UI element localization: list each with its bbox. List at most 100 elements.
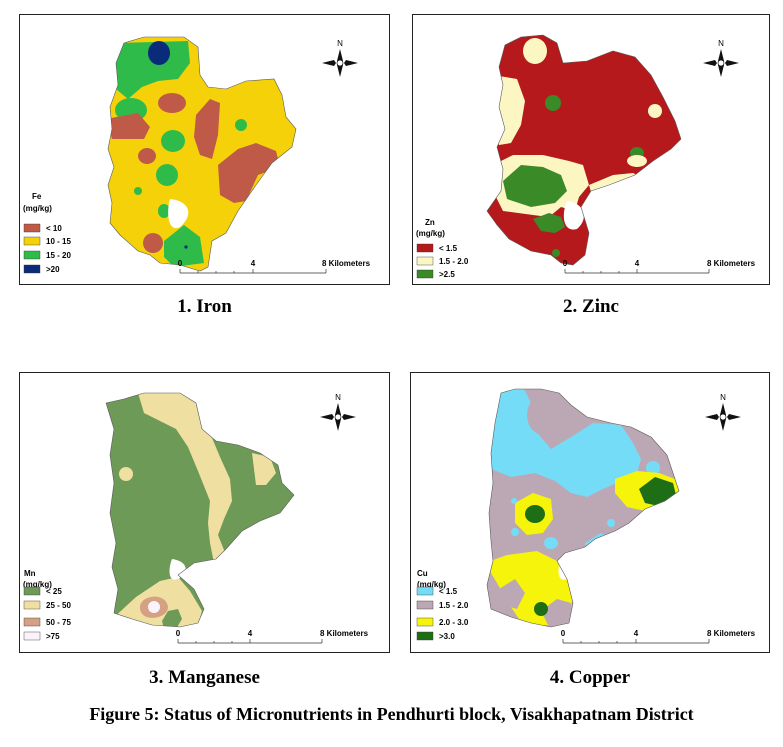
scale-label-0: 0	[178, 259, 183, 268]
scale-label-0: 0	[176, 629, 181, 638]
caption-manganese: 3. Manganese	[149, 667, 260, 688]
legend-label: 15 - 20	[46, 251, 71, 260]
legend-label: >2.5	[439, 270, 455, 279]
class-area-15-20	[161, 130, 185, 152]
legend-swatch	[416, 269, 434, 279]
class-area-1-5-2-0	[541, 599, 573, 627]
class-area-above-2-5	[545, 95, 561, 111]
legend-unit: (mg/kg)	[417, 580, 446, 589]
map-zinc: N Zn (mg/kg) < 1.5 1.5 - 2.0 >2.5 0 4 8 …	[416, 34, 756, 279]
class-area-15-20	[134, 187, 142, 195]
legend-swatch	[23, 600, 41, 610]
caption-iron: 1. Iron	[177, 296, 232, 317]
legend-swatch	[416, 243, 434, 253]
legend-title: Zn	[425, 218, 435, 227]
class-area-above-3-0	[534, 602, 548, 616]
legend-swatch	[23, 223, 41, 233]
legend-swatch	[23, 631, 41, 641]
legend: < 1.5 1.5 - 2.0 2.0 - 3.0 >3.0	[416, 586, 469, 641]
scale-label-0: 0	[563, 259, 568, 268]
north-arrow	[322, 49, 358, 77]
block-boundary	[486, 34, 682, 266]
class-area-below-10	[194, 99, 220, 159]
map-manganese: N Mn (mg/kg) < 25 25 - 50 50 - 75 >75 0 …	[23, 392, 369, 644]
class-area-below-1-5	[544, 537, 558, 549]
north-label: N	[337, 39, 343, 48]
notch	[169, 559, 186, 580]
scale-label-4: 4	[634, 629, 639, 638]
legend: < 10 10 - 15 15 - 20 >20	[23, 223, 71, 274]
class-area-below-10	[158, 93, 186, 113]
notch	[558, 557, 575, 580]
notch	[563, 201, 584, 230]
scale-label-0: 0	[561, 629, 566, 638]
scale-bar	[177, 639, 323, 644]
class-area-above-2-5	[552, 249, 560, 257]
scale-label-4: 4	[248, 629, 253, 638]
legend-title: Cu	[417, 569, 428, 578]
class-area-15-20	[235, 119, 247, 131]
map-panel-manganese: N Mn (mg/kg) < 25 25 - 50 50 - 75 >75 0 …	[19, 372, 390, 653]
class-area-above-75	[148, 601, 160, 613]
scale-label-8: 8 Kilometers	[320, 629, 369, 638]
class-area-15-20	[116, 41, 190, 99]
legend-label: 25 - 50	[46, 601, 71, 610]
legend-unit: (mg/kg)	[23, 580, 52, 589]
class-area-below-1-5	[487, 35, 681, 265]
scale-bar	[562, 639, 710, 644]
caption-copper: 4. Copper	[549, 667, 631, 688]
legend-swatch	[23, 264, 41, 274]
class-area-above-20	[184, 245, 188, 249]
map-panel-iron: N Fe (mg/kg) < 10 10 - 15 15 - 20 >20 0 …	[19, 14, 390, 285]
legend-swatch	[23, 236, 41, 246]
north-label: N	[335, 393, 341, 402]
class-area-above-2-5	[533, 213, 565, 233]
legend-unit: (mg/kg)	[416, 229, 445, 238]
class-area-above-2-5	[503, 165, 567, 207]
class-area-1-5-2-0	[648, 104, 662, 118]
class-area-25-50	[252, 453, 276, 485]
class-area-below-10	[218, 143, 280, 203]
class-area-25-50	[119, 467, 133, 481]
legend-label: 1.5 - 2.0	[439, 257, 469, 266]
legend-swatch	[23, 617, 41, 627]
notch	[168, 199, 189, 229]
class-area-below-10	[108, 113, 150, 139]
legend: < 1.5 1.5 - 2.0 >2.5	[416, 243, 469, 279]
north-arrow	[703, 49, 739, 77]
legend-title: Fe	[32, 192, 42, 201]
legend-swatch	[416, 600, 434, 610]
class-area-below-1-5	[511, 498, 517, 504]
map-copper: N Cu (mg/kg) < 1.5 1.5 - 2.0 2.0 - 3.0 >…	[416, 388, 756, 644]
scale-label-8: 8 Kilometers	[322, 259, 371, 268]
map-panel-zinc: N Zn (mg/kg) < 1.5 1.5 - 2.0 >2.5 0 4 8 …	[412, 14, 770, 285]
class-area-15-20	[164, 225, 204, 267]
class-area-1-5-2-0	[523, 38, 547, 64]
north-arrow	[705, 403, 741, 431]
legend-swatch	[23, 586, 41, 596]
class-area-below-10	[138, 148, 156, 164]
class-area-15-20	[158, 204, 170, 218]
scale-bar	[179, 269, 327, 274]
legend-swatch	[416, 617, 434, 627]
scale-label-4: 4	[635, 259, 640, 268]
legend-title: Mn	[24, 569, 36, 578]
legend-label: < 1.5	[439, 244, 458, 253]
legend-swatch	[416, 256, 434, 266]
legend-swatch	[416, 631, 434, 641]
block-boundary	[486, 388, 680, 628]
legend-label: < 25	[46, 587, 62, 596]
scale-label-8: 8 Kilometers	[707, 259, 756, 268]
class-area-1-5-2-0	[627, 155, 647, 167]
scale-label-8: 8 Kilometers	[707, 629, 756, 638]
block-boundary	[107, 36, 297, 272]
class-area-below-10	[143, 233, 163, 253]
legend-label: < 1.5	[439, 587, 458, 596]
scale-label-4: 4	[251, 259, 256, 268]
north-label: N	[720, 393, 726, 402]
class-area-below-1-5	[646, 461, 660, 475]
legend-label: 50 - 75	[46, 618, 71, 627]
class-area-above-3-0	[525, 505, 545, 523]
north-arrow	[320, 403, 356, 431]
map-iron: N Fe (mg/kg) < 10 10 - 15 15 - 20 >20 0 …	[23, 36, 371, 274]
